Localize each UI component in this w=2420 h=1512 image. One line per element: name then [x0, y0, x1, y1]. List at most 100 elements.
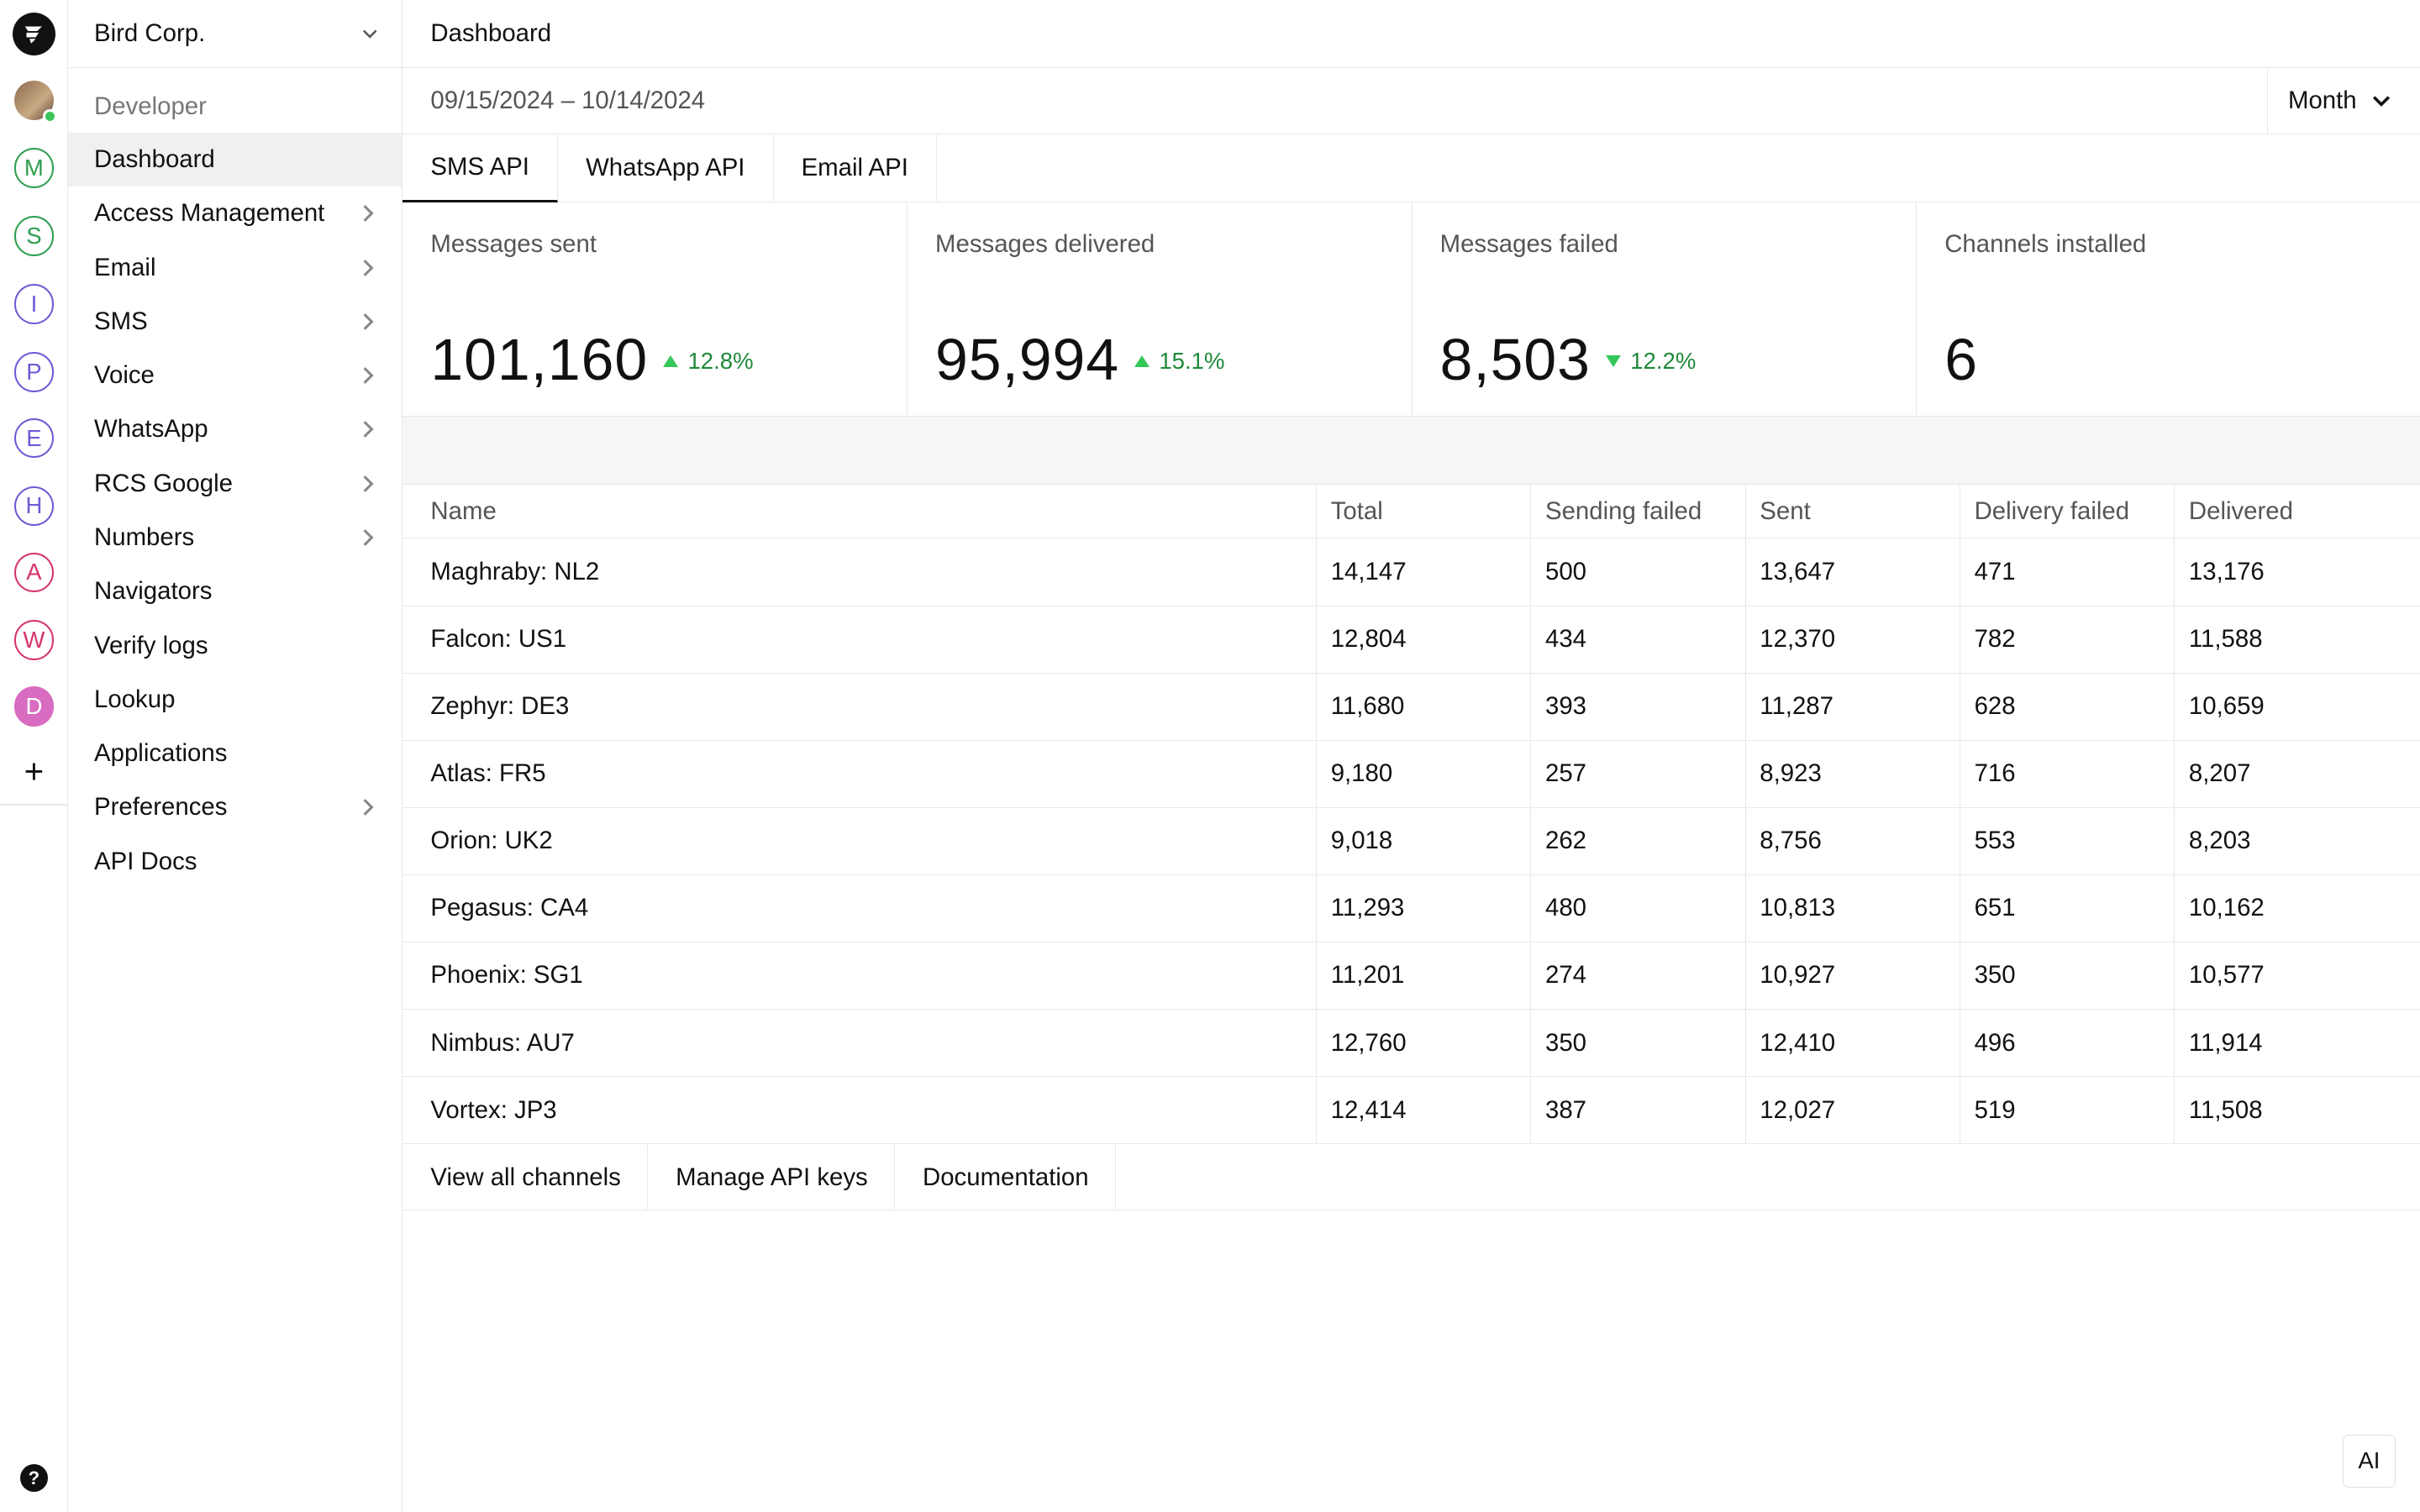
table-cell: 11,680 [1316, 673, 1531, 741]
tab-whatsapp-api[interactable]: WhatsApp API [558, 134, 774, 202]
table-row[interactable]: Pegasus: CA4 11,293 480 10,813 651 10,162 [402, 874, 2420, 942]
table-cell: 8,923 [1744, 740, 1960, 808]
table-cell: 12,027 [1744, 1076, 1960, 1145]
tab-email-api[interactable]: Email API [774, 134, 937, 202]
documentation-button[interactable]: Documentation [895, 1144, 1116, 1211]
sidebar-item-label: Preferences [94, 793, 228, 822]
column-header[interactable]: Total [1316, 484, 1531, 539]
sidebar-item-numbers[interactable]: Numbers [68, 511, 402, 564]
trend-up-icon [663, 355, 679, 367]
column-header[interactable]: Delivery failed [1960, 484, 2175, 539]
stat-change-value: 12.8% [687, 347, 754, 374]
spacer [402, 416, 2420, 485]
sidebar-item-access-management[interactable]: Access Management [68, 186, 402, 240]
stat-change: 15.1% [1134, 348, 1224, 375]
ai-assistant-button[interactable]: AI [2343, 1435, 2396, 1488]
table-row[interactable]: Nimbus: AU7 12,760 350 12,410 496 11,914 [402, 1009, 2420, 1078]
sidebar-item-voice[interactable]: Voice [68, 349, 402, 402]
help-icon[interactable]: ? [19, 1464, 48, 1493]
date-range-picker[interactable]: 09/15/2024 – 10/14/2024 [430, 86, 706, 114]
chevron-right-icon [363, 529, 374, 546]
sidebar-item-label: Applications [94, 739, 228, 768]
sidebar-item-verify-logs[interactable]: Verify logs [68, 618, 402, 672]
table-row[interactable]: Vortex: JP3 12,414 387 12,027 519 11,508 [402, 1076, 2420, 1145]
table-cell: 8,756 [1744, 807, 1960, 875]
tab-sms-api[interactable]: SMS API [402, 134, 559, 202]
column-header[interactable]: Name [402, 484, 1317, 539]
table-cell: 262 [1530, 807, 1746, 875]
table-cell: 9,018 [1316, 807, 1531, 875]
table-cell: 12,804 [1316, 606, 1531, 674]
stat-card: Messages failed 8,503 12.2% [1413, 202, 1918, 416]
sidebar-item-label: Verify logs [94, 631, 208, 659]
table-row[interactable]: Zephyr: DE3 11,680 393 11,287 628 10,659 [402, 673, 2420, 741]
workspace-s-button[interactable]: S [13, 216, 55, 256]
sidebar-item-whatsapp[interactable]: WhatsApp [68, 402, 402, 456]
sidebar-item-email[interactable]: Email [68, 240, 402, 294]
workspace-h-button[interactable]: H [13, 486, 55, 527]
bird-logo-icon[interactable] [12, 12, 56, 56]
stat-value: 6 [1944, 326, 1978, 392]
sidebar-item-preferences[interactable]: Preferences [68, 780, 402, 834]
divider [0, 803, 68, 806]
sidebar-item-label: Navigators [94, 577, 213, 606]
org-name: Bird Corp. [94, 18, 206, 47]
column-header[interactable]: Sent [1744, 484, 1960, 539]
table-row[interactable]: Maghraby: NL2 14,147 500 13,647 471 13,176 [402, 538, 2420, 606]
table-cell: 12,370 [1744, 606, 1960, 674]
workspace-p-button[interactable]: P [13, 351, 55, 392]
sidebar-item-dashboard[interactable]: Dashboard [67, 132, 402, 187]
table-row[interactable]: Atlas: FR5 9,180 257 8,923 716 8,207 [402, 740, 2420, 808]
sidebar-item-label: Lookup [94, 685, 176, 713]
table-cell: 13,176 [2174, 538, 2420, 606]
sidebar-item-label: API Docs [94, 847, 197, 875]
table-row[interactable]: Phoenix: SG1 11,201 274 10,927 350 10,577 [402, 942, 2420, 1011]
sidebar-item-label: Email [94, 253, 156, 281]
sidebar-item-api-docs[interactable]: API Docs [68, 835, 402, 889]
sidebar-item-applications[interactable]: Applications [68, 727, 402, 780]
table-cell: 10,577 [2174, 942, 2420, 1011]
table-cell: 350 [1960, 942, 2175, 1011]
stat-change: 12.2% [1606, 348, 1696, 375]
table-cell: 11,293 [1316, 874, 1531, 942]
workspace-d-button[interactable]: D [13, 686, 55, 727]
table-cell: 519 [1960, 1076, 2175, 1145]
sidebar-nav: Dashboard Access Management Email SMS Voice W… [67, 132, 402, 889]
workspace-m-button[interactable]: M [13, 148, 55, 189]
table-cell: Atlas: FR5 [402, 740, 1317, 808]
org-switcher[interactable]: Bird Corp. [67, 0, 402, 68]
table-cell: 10,162 [2174, 874, 2420, 942]
trend-down-icon [1606, 354, 1622, 367]
workspace-i-button[interactable]: I [13, 283, 55, 324]
add-workspace-button[interactable]: + [24, 752, 45, 791]
period-select[interactable]: Month [2267, 67, 2420, 134]
table-row[interactable]: Falcon: US1 12,804 434 12,370 782 11,588 [402, 606, 2420, 674]
sidebar-item-label: Numbers [94, 523, 195, 552]
stat-label: Messages delivered [935, 229, 1155, 258]
sidebar-item-navigators[interactable]: Navigators [68, 564, 402, 618]
table-cell: Pegasus: CA4 [402, 874, 1317, 942]
view-all-channels-button[interactable]: View all channels [402, 1144, 649, 1211]
manage-api-keys-button[interactable]: Manage API keys [648, 1144, 895, 1211]
stat-label: Messages failed [1439, 229, 1618, 258]
sidebar-item-rcs-google[interactable]: RCS Google [68, 457, 402, 511]
sidebar-item-sms[interactable]: SMS [68, 295, 402, 349]
table-cell: 651 [1960, 874, 2175, 942]
workspace-w-button[interactable]: W [13, 620, 55, 661]
table-cell: 8,203 [2174, 807, 2420, 875]
workspace-a-button[interactable]: A [13, 552, 55, 593]
table-row[interactable]: Orion: UK2 9,018 262 8,756 553 8,203 [402, 807, 2420, 875]
column-header[interactable]: Sending failed [1530, 484, 1746, 539]
table-cell: 480 [1530, 874, 1746, 942]
column-header[interactable]: Delivered [2174, 484, 2420, 539]
workspace-e-button[interactable]: E [13, 417, 55, 459]
chevron-down-icon [2372, 96, 2391, 107]
stat-label: Messages sent [430, 229, 597, 258]
chevron-right-icon [363, 259, 374, 276]
sidebar-item-lookup[interactable]: Lookup [68, 673, 402, 727]
table-cell: 10,927 [1744, 942, 1960, 1011]
table-cell: 13,647 [1744, 538, 1960, 606]
chevron-right-icon [363, 205, 374, 223]
avatar[interactable] [13, 80, 57, 123]
table-cell: 628 [1960, 673, 2175, 741]
